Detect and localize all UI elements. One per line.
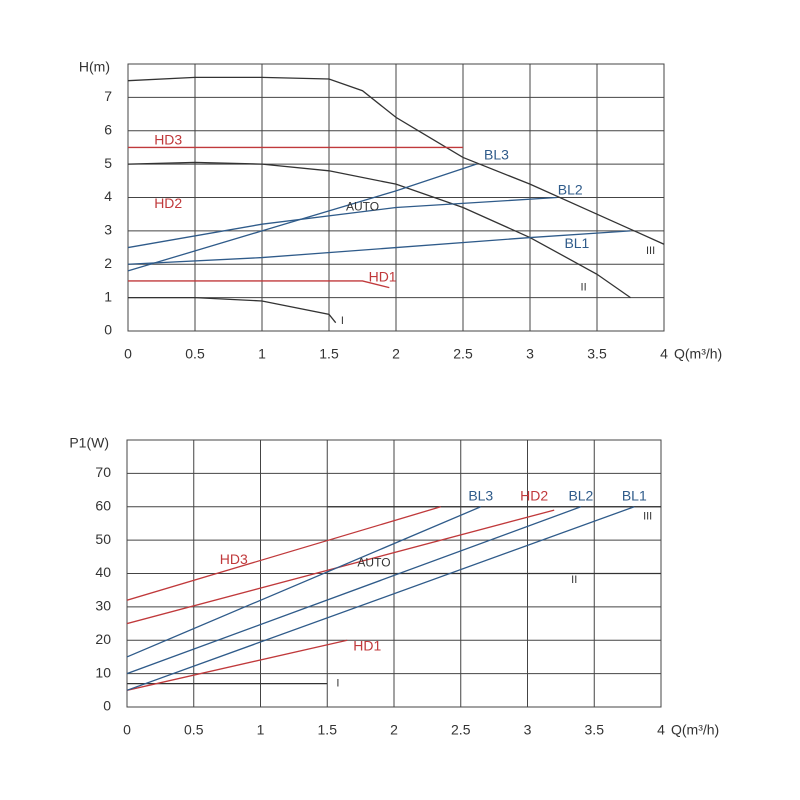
series-line bbox=[128, 296, 337, 324]
x-tick-label: 0.5 bbox=[184, 722, 204, 738]
series-label: BL1 bbox=[564, 235, 589, 251]
x-tick-label: 0 bbox=[123, 722, 131, 738]
series-label: HD1 bbox=[369, 268, 397, 284]
annotation: HD2 bbox=[154, 195, 182, 211]
series-label: II bbox=[571, 574, 577, 586]
series-line bbox=[127, 196, 557, 249]
series-label: HD2 bbox=[520, 487, 548, 503]
x-tick-label: 4 bbox=[657, 722, 665, 738]
x-tick-label: 3 bbox=[524, 722, 532, 738]
x-axis-label: Q(m³/h) bbox=[674, 346, 722, 362]
series-label: I bbox=[336, 678, 339, 690]
y-axis-label: H(m) bbox=[79, 59, 110, 75]
y-tick-label: 7 bbox=[104, 88, 112, 104]
x-tick-label: 3.5 bbox=[585, 722, 605, 738]
x-tick-label: 2 bbox=[390, 722, 398, 738]
series-line bbox=[127, 76, 665, 245]
series-line bbox=[127, 161, 631, 299]
x-tick-label: 1.5 bbox=[318, 722, 338, 738]
series-label: II bbox=[581, 282, 587, 294]
y-tick-label: 0 bbox=[104, 322, 112, 338]
series-line bbox=[126, 506, 635, 691]
x-tick-label: 4 bbox=[660, 346, 668, 362]
series-label: HD1 bbox=[353, 638, 381, 654]
series-label: HD3 bbox=[154, 131, 182, 147]
series-line bbox=[128, 280, 390, 289]
series-line bbox=[126, 639, 348, 691]
series-label: III bbox=[646, 245, 655, 257]
y-tick-label: 4 bbox=[104, 188, 112, 204]
y-tick-label: 20 bbox=[95, 631, 111, 647]
series-label: I bbox=[341, 315, 344, 327]
y-tick-label: 50 bbox=[95, 531, 111, 547]
x-tick-label: 3 bbox=[526, 346, 534, 362]
series-label: HD3 bbox=[220, 551, 248, 567]
y-tick-label: 5 bbox=[104, 155, 112, 171]
y-tick-label: 3 bbox=[104, 222, 112, 238]
series-line bbox=[126, 506, 441, 601]
x-tick-label: 0.5 bbox=[185, 346, 205, 362]
series-label: BL2 bbox=[568, 487, 593, 503]
x-tick-label: 2.5 bbox=[453, 346, 473, 362]
x-tick-label: 2 bbox=[392, 346, 400, 362]
y-tick-label: 60 bbox=[95, 497, 111, 513]
series-line bbox=[127, 230, 631, 265]
annotation: AUTO bbox=[346, 200, 379, 214]
y-tick-label: 30 bbox=[95, 598, 111, 614]
y-tick-label: 2 bbox=[104, 255, 112, 271]
series-label: BL3 bbox=[484, 146, 509, 162]
x-tick-label: 1 bbox=[258, 346, 266, 362]
y-tick-label: 6 bbox=[104, 121, 112, 137]
series-label: III bbox=[643, 511, 652, 523]
series-label: BL3 bbox=[468, 487, 493, 503]
x-tick-label: 3.5 bbox=[587, 346, 607, 362]
series-label: BL1 bbox=[622, 487, 647, 503]
y-tick-label: 0 bbox=[103, 698, 111, 714]
series-line bbox=[126, 506, 582, 675]
y-tick-label: 10 bbox=[95, 664, 111, 680]
y-tick-label: 1 bbox=[104, 288, 112, 304]
y-tick-label: 40 bbox=[95, 564, 111, 580]
series-label: BL2 bbox=[558, 182, 583, 198]
x-tick-label: 1.5 bbox=[319, 346, 339, 362]
x-tick-label: 2.5 bbox=[451, 722, 471, 738]
x-tick-label: 1 bbox=[257, 722, 265, 738]
x-tick-label: 0 bbox=[124, 346, 132, 362]
y-tick-label: 70 bbox=[95, 464, 111, 480]
series-line bbox=[126, 506, 482, 658]
annotation: AUTO bbox=[357, 556, 390, 570]
x-axis-label: Q(m³/h) bbox=[671, 722, 719, 738]
series-line bbox=[127, 163, 477, 272]
y-axis-label: P1(W) bbox=[69, 435, 109, 451]
